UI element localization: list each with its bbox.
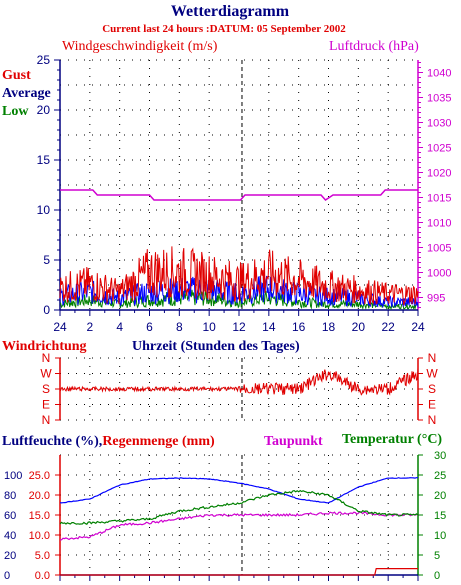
pressure-title: Luftdruck (hPa): [329, 39, 419, 54]
dir-right-label: N: [428, 351, 437, 365]
pressure-y-tick-label: 1005: [427, 243, 451, 255]
wind-y-tick-label: 10: [37, 203, 51, 217]
pressure-y-tick-label: 1000: [427, 268, 451, 280]
rain-tick-label: 20.0: [29, 490, 50, 502]
humidity-tick-label: 40: [4, 530, 16, 542]
temperature-label: Temperatur (: [342, 432, 422, 447]
wind-y-tick-label: 20: [37, 103, 51, 117]
wind-x-tick-label: 2: [86, 320, 93, 334]
humidity-panel: 0 20 40 60 80 100 0.0 5.0 10.0 15.0 20.0 25.0 0 5 10 15…: [4, 450, 446, 582]
wind-y-tick-label: 25: [37, 53, 51, 67]
humidity-tick-label: 0: [4, 570, 10, 582]
temperature-title: Temperatur (°C): [342, 432, 442, 447]
wind-x-tick-label: 10: [202, 320, 216, 334]
legend-average: Average: [2, 86, 51, 101]
temperature-series: [59, 489, 419, 525]
pressure-series: [60, 189, 418, 201]
temp-tick-label: 20: [434, 490, 446, 502]
dir-left-label: E: [42, 398, 50, 412]
rain-series: [60, 567, 418, 576]
temp-tick-label: 30: [434, 450, 446, 462]
temp-tick-label: 25: [434, 470, 446, 482]
temp-tick-label: 15: [434, 510, 446, 522]
dir-left-label: N: [42, 351, 51, 365]
pressure-y-tick-label: 1025: [427, 143, 451, 155]
humidity-tick-label: 20: [4, 550, 16, 562]
rain-tick-label: 5.0: [35, 550, 50, 562]
dew-point-title: Taupunkt: [264, 434, 323, 449]
wind-x-tick-label: 14: [262, 320, 276, 334]
rain-tick-label: 25.0: [29, 470, 50, 482]
wind-x-tick-label: 12: [232, 320, 246, 334]
humidity-series: [59, 477, 418, 504]
humidity-tick-label: 100: [4, 470, 22, 482]
temp-tick-label: 5: [434, 550, 440, 562]
wind-direction-series: [59, 367, 419, 396]
wind-x-tick-label: 20: [352, 320, 366, 334]
dew-point-series: [59, 511, 419, 541]
rain-tick-label: 0.0: [35, 570, 50, 582]
wind-y-tick-label: 5: [43, 253, 50, 267]
dir-right-label: N: [428, 413, 437, 427]
wind-x-tick-label: 6: [146, 320, 153, 334]
wind-y-tick-label: 15: [37, 153, 51, 167]
wind-series-gust: [59, 246, 419, 306]
humidity-tick-label: 60: [4, 510, 16, 522]
wind-direction-title: Windrichtung: [2, 339, 87, 354]
dir-right-label: W: [426, 367, 438, 381]
wind-direction-panel: N NW WS SE EN N: [40, 351, 438, 427]
pressure-y-tick-label: 1040: [427, 68, 451, 80]
legend-gust: Gust: [2, 68, 31, 83]
wind-x-tick-label: 4: [116, 320, 123, 334]
rain-tick-label: 15.0: [29, 510, 50, 522]
legend-low: Low: [2, 104, 29, 119]
wind-series-low: [59, 288, 419, 311]
wind-x-tick-label: 24: [53, 320, 67, 334]
time-axis-title: Uhrzeit (Stunden des Tages): [132, 339, 300, 354]
pressure-y-tick-label: 1020: [427, 168, 451, 180]
dir-left-label: W: [40, 367, 52, 381]
dir-left-label: N: [42, 413, 51, 427]
wind-x-tick-label: 24: [411, 320, 425, 334]
wind-x-tick-label: 8: [176, 320, 183, 334]
pressure-y-tick-label: 1015: [427, 193, 451, 205]
wind-x-tick-label: 18: [322, 320, 336, 334]
page-title: Wetterdiagramm: [171, 3, 290, 20]
temp-tick-label: 0: [434, 570, 440, 582]
wind-x-tick-label: 22: [381, 320, 395, 334]
dir-right-label: E: [428, 398, 436, 412]
pressure-y-tick-label: 995: [427, 293, 445, 305]
wind-speed-panel: 0510152025995100010051010101510201025103…: [37, 53, 452, 334]
rain-label: Regenmenge (mm): [102, 434, 215, 449]
humidity-tick-label: 80: [4, 490, 16, 502]
wind-y-tick-label: 0: [43, 303, 50, 317]
pressure-y-tick-label: 1010: [427, 218, 451, 230]
pressure-y-tick-label: 1035: [427, 93, 451, 105]
rain-tick-label: 10.0: [29, 530, 50, 542]
page-subtitle: Current last 24 hours :DATUM: 05 Septemb…: [102, 23, 346, 35]
pressure-y-tick-label: 1030: [427, 118, 451, 130]
dir-right-label: S: [428, 382, 436, 396]
humidity-title: Luftfeuchte (%),Regenmenge (mm): [2, 434, 215, 449]
wind-speed-title: Windgeschwindigkeit (m/s): [62, 39, 218, 54]
temperature-unit: °C): [422, 432, 443, 447]
humidity-label: Luftfeuchte (%),: [2, 434, 102, 449]
dir-left-label: S: [42, 382, 50, 396]
temp-tick-label: 10: [434, 530, 446, 542]
wind-x-tick-label: 16: [292, 320, 306, 334]
